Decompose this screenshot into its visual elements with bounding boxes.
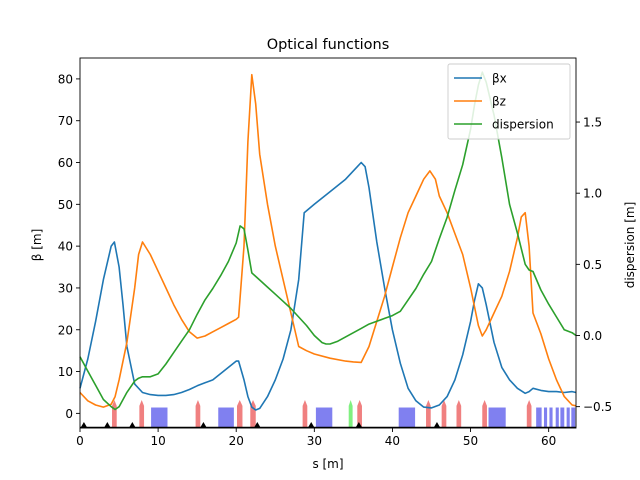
y-tick-label-0: 0 <box>65 407 73 421</box>
lattice-marker-3 <box>199 422 207 428</box>
lattice-marker-2 <box>128 422 136 428</box>
lattice-dipole-5 <box>536 407 542 428</box>
lattice-sextupole-0 <box>348 399 353 428</box>
legend-label-1: βz <box>492 95 506 109</box>
lattice-quadrupole-6 <box>357 399 362 428</box>
lattice-marker-5 <box>307 422 315 428</box>
y2-tick-label-3: 1.0 <box>583 187 602 201</box>
lattice-quadrupole-5 <box>302 399 308 428</box>
x-axis-label: s [m] <box>312 457 343 471</box>
lattice-elements <box>80 399 576 429</box>
lattice-dipole-2 <box>315 407 333 428</box>
lattice-dipole-9 <box>560 407 565 428</box>
lattice-quadrupole-3 <box>237 399 243 428</box>
chart-title: Optical functions <box>267 37 390 53</box>
legend-label-0: βx <box>492 72 507 86</box>
legend-box <box>447 63 571 140</box>
y-tick-label-7: 70 <box>58 114 73 128</box>
lattice-marker-7 <box>433 422 441 428</box>
axes: 0 10 20 30 40 50 60 0 10 20 30 40 50 60 70 80 −0.5 0.0 0.5… <box>58 57 612 448</box>
x-tick-label-6: 60 <box>541 434 556 448</box>
lattice-quadrupole-10 <box>482 399 487 428</box>
y-axis-label: β [m] <box>30 229 44 262</box>
y2-tick-label-0: −0.5 <box>583 400 612 414</box>
lattice-marker-4 <box>253 422 261 428</box>
lattice-quadrupole-0 <box>112 399 117 428</box>
lattice-dipole-1 <box>218 407 234 428</box>
lattice-dipole-4 <box>488 407 506 428</box>
x-tick-label-4: 40 <box>385 434 400 448</box>
y-tick-label-2: 20 <box>58 323 73 337</box>
lattice-quadrupole-8 <box>441 399 447 428</box>
lattice-dipole-0 <box>151 407 168 428</box>
lattice-quadrupole-2 <box>195 399 201 428</box>
x-tick-label-0: 0 <box>76 434 84 448</box>
y2-axis-label: dispersion [m] <box>623 202 637 289</box>
lattice-dipole-7 <box>549 407 553 428</box>
x-tick-label-2: 20 <box>229 434 244 448</box>
lattice-dipole-10 <box>566 407 570 428</box>
legend-label-2: dispersion <box>492 118 554 132</box>
x-tick-label-1: 10 <box>150 434 165 448</box>
series-line-1 <box>79 73 577 408</box>
y2-tick-label-4: 1.5 <box>583 116 602 130</box>
lattice-dipole-3 <box>398 407 416 428</box>
y-tick-label-4: 40 <box>58 240 73 254</box>
y2-tick-label-2: 0.5 <box>583 258 602 272</box>
lattice-quadrupole-1 <box>139 399 145 428</box>
lattice-marker-0 <box>80 422 88 428</box>
y-tick-label-1: 10 <box>58 365 73 379</box>
lattice-dipole-11 <box>571 407 576 428</box>
x-tick-label-5: 50 <box>463 434 478 448</box>
y-tick-label-3: 30 <box>58 281 73 295</box>
lattice-dipole-8 <box>555 407 559 428</box>
lattice-marker-1 <box>103 422 111 428</box>
lattice-quadrupole-7 <box>426 399 431 428</box>
legend: βx βz dispersion <box>447 63 571 140</box>
y-tick-label-5: 50 <box>58 198 73 212</box>
lattice-marker-6 <box>355 422 363 428</box>
lattice-quadrupole-11 <box>526 399 532 428</box>
x-tick-label-3: 30 <box>307 434 322 448</box>
lattice-quadrupole-9 <box>456 399 462 428</box>
y2-tick-label-1: 0.0 <box>583 329 602 343</box>
lattice-dipole-6 <box>543 407 548 428</box>
series-line-0 <box>79 161 577 411</box>
y-tick-label-6: 60 <box>58 156 73 170</box>
y-tick-label-8: 80 <box>58 72 73 86</box>
plot-frame <box>79 57 577 429</box>
